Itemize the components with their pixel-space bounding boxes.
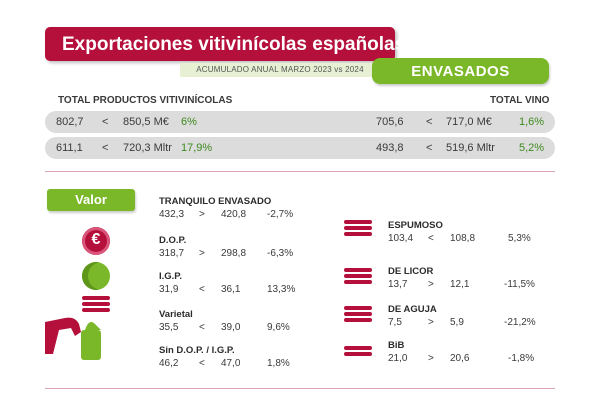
total-products-prev: 802,7 <box>56 116 84 128</box>
product-prev: 103,4 <box>388 233 414 244</box>
product-dop: D.O.P. 318,7 > 298,8 -6,3% <box>159 235 329 265</box>
product-curr: 12,1 <box>450 279 470 290</box>
bottle-stack-icon <box>82 296 110 314</box>
product-curr: 39,0 <box>221 322 241 333</box>
total-wine-prev: 493,8 <box>376 142 404 154</box>
product-pct: 5,3% <box>508 233 531 244</box>
product-name: Varietal <box>159 309 193 320</box>
envasados-label: ENVASADOS <box>411 63 510 80</box>
comparison-symbol: < <box>426 142 433 154</box>
product-name: ESPUMOSO <box>388 220 443 231</box>
bottom-divider <box>45 388 555 389</box>
comparison-symbol: < <box>199 322 205 333</box>
title-banner: Exportaciones vitivinícolas españolas <box>45 27 405 61</box>
product-de-aguja: DE AGUJA 7,5 > 5,9 -21,2% <box>388 304 558 334</box>
comparison-symbol: < <box>199 358 205 369</box>
total-products-prev: 611,1 <box>56 142 83 154</box>
product-prev: 31,9 <box>159 284 179 295</box>
product-igp: I.G.P. 31,9 < 36,1 13,3% <box>159 271 329 301</box>
bottle-stack-icon <box>344 220 372 238</box>
comparison-symbol: > <box>199 248 205 259</box>
comparison-symbol: < <box>199 284 205 295</box>
product-prev: 35,5 <box>159 322 179 333</box>
valor-tab: Valor <box>47 189 135 211</box>
product-name: DE AGUJA <box>388 304 437 315</box>
product-name: I.G.P. <box>159 271 183 282</box>
comparison-symbol: > <box>428 353 434 364</box>
total-products-pct: 6% <box>181 116 197 128</box>
bottle-stack-icon <box>344 346 372 358</box>
product-name: BiB <box>388 340 405 351</box>
product-pct: 13,3% <box>267 284 296 295</box>
total-products-curr: 850,5 M€ <box>123 116 169 128</box>
envasados-badge: ENVASADOS <box>372 58 549 84</box>
total-wine-pct: 5,2% <box>519 142 545 154</box>
total-wine-prev: 705,6 <box>376 116 404 128</box>
product-curr: 5,9 <box>450 317 464 328</box>
product-pct: -21,2% <box>504 317 536 328</box>
product-pct: -1,8% <box>508 353 535 364</box>
product-curr: 298,8 <box>221 248 247 259</box>
comparison-symbol: > <box>199 209 205 220</box>
product-prev: 7,5 <box>388 317 402 328</box>
euro-glyph: € <box>91 231 101 248</box>
product-curr: 420,8 <box>221 209 247 220</box>
product-name: TRANQUILO ENVASADO <box>159 196 272 207</box>
product-prev: 13,7 <box>388 279 408 290</box>
bottle-stack-icon <box>344 306 372 324</box>
product-curr: 47,0 <box>221 358 241 369</box>
total-products-pct: 17,9% <box>181 142 213 154</box>
product-prev: 46,2 <box>159 358 179 369</box>
product-pct: 1,8% <box>267 358 290 369</box>
period-subtitle: ACUMULADO ANUAL MARZO 2023 vs 2024 <box>196 65 364 74</box>
product-name: D.O.P. <box>159 235 187 246</box>
product-pct: 9,6% <box>267 322 290 333</box>
total-wine-heading: TOTAL VINO <box>490 95 550 106</box>
product-sin-dop-igp: Sin D.O.P. / I.G.P. 46,2 < 47,0 1,8% <box>159 345 329 375</box>
comparison-symbol: < <box>102 142 109 154</box>
green-circle-icon <box>82 262 110 290</box>
product-curr: 36,1 <box>221 284 241 295</box>
comparison-symbol: > <box>428 317 434 328</box>
page-title: Exportaciones vitivinícolas españolas <box>62 34 406 55</box>
product-de-licor: DE LICOR 13,7 > 12,1 -11,5% <box>388 266 558 296</box>
product-prev: 432,3 <box>159 209 185 220</box>
hand-holding-icon <box>45 317 101 360</box>
product-curr: 108,8 <box>450 233 476 244</box>
section-divider <box>45 171 555 172</box>
comparison-symbol: > <box>428 279 434 290</box>
comparison-symbol: < <box>428 233 434 244</box>
product-prev: 318,7 <box>159 248 185 259</box>
total-wine-curr: 519,6 Mltr <box>446 142 495 154</box>
product-name: Sin D.O.P. / I.G.P. <box>159 345 235 356</box>
total-products-curr: 720,3 Mltr <box>123 142 172 154</box>
product-pct: -6,3% <box>267 248 294 259</box>
product-tranquilo: TRANQUILO ENVASADO 432,3 > 420,8 -2,7% <box>159 196 329 226</box>
bottle-stack-icon <box>344 268 372 286</box>
total-products-heading: TOTAL PRODUCTOS VITIVINÍCOLAS <box>58 95 233 106</box>
euro-icon: € <box>82 227 110 255</box>
product-prev: 21,0 <box>388 353 408 364</box>
period-strip: ACUMULADO ANUAL MARZO 2023 vs 2024 <box>180 63 380 77</box>
comparison-symbol: < <box>102 116 109 128</box>
totals-row-value: 802,7 < 850,5 M€ 6% 705,6 < 717,0 M€ 1,6… <box>45 111 555 133</box>
product-pct: -11,5% <box>504 279 535 290</box>
product-varietal: Varietal 35,5 < 39,0 9,6% <box>159 309 329 339</box>
total-wine-pct: 1,6% <box>519 116 545 128</box>
total-wine-curr: 717,0 M€ <box>446 116 492 128</box>
comparison-symbol: < <box>426 116 433 128</box>
product-bib: BiB 21,0 > 20,6 -1,8% <box>388 340 558 370</box>
product-espumoso: ESPUMOSO 103,4 < 108,8 5,3% <box>388 220 558 250</box>
product-name: DE LICOR <box>388 266 434 277</box>
product-curr: 20,6 <box>450 353 470 364</box>
totals-row-volume: 611,1 < 720,3 Mltr 17,9% 493,8 < 519,6 M… <box>45 137 555 159</box>
valor-label: Valor <box>75 192 107 207</box>
product-pct: -2,7% <box>267 209 294 220</box>
